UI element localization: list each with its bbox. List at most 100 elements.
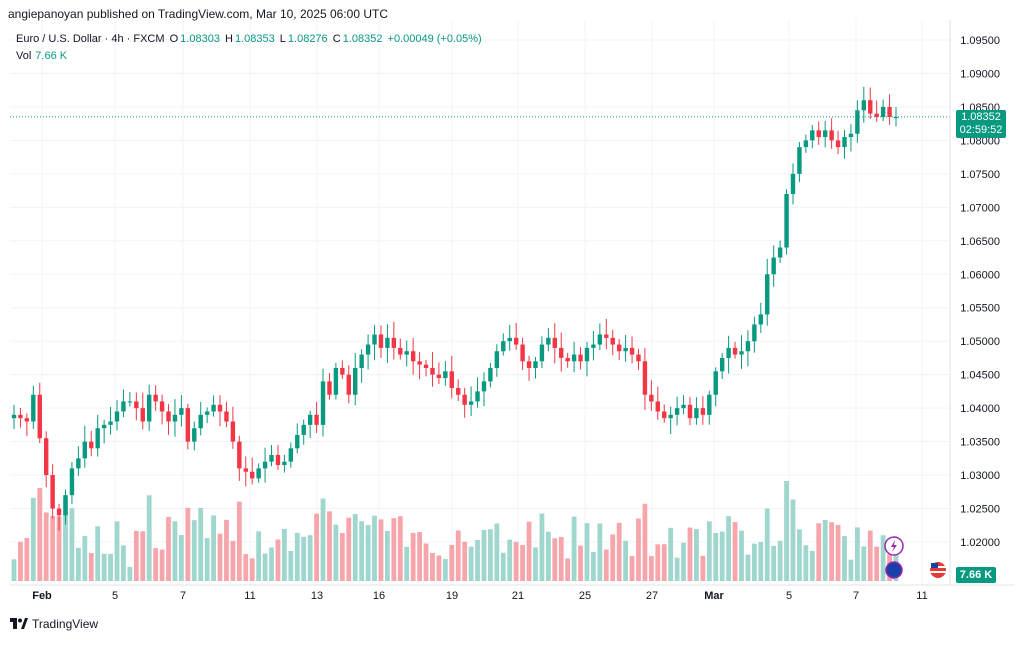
candle-body bbox=[700, 408, 706, 415]
volume-bar bbox=[37, 488, 43, 581]
candle-body bbox=[739, 351, 744, 355]
candle-body bbox=[250, 471, 255, 479]
volume-bar bbox=[706, 521, 712, 581]
volume-value: 7.66 K bbox=[35, 50, 68, 62]
x-tick-label: 21 bbox=[512, 590, 524, 602]
candle-body bbox=[224, 411, 229, 422]
volume-bar bbox=[500, 552, 506, 581]
x-tick-label: 11 bbox=[244, 590, 255, 602]
volume-bar bbox=[571, 516, 577, 581]
brand-name: TradingView bbox=[32, 617, 99, 631]
volume-bar bbox=[642, 503, 648, 581]
close-value: 1.08352 bbox=[342, 33, 383, 45]
candle-body bbox=[642, 361, 648, 395]
y-tick-label: 1.08000 bbox=[960, 135, 1000, 147]
candle-body bbox=[526, 361, 532, 368]
candle-body bbox=[507, 337, 512, 342]
candle-body bbox=[501, 341, 506, 352]
volume-bar bbox=[372, 515, 377, 581]
volume-bar bbox=[172, 521, 178, 581]
candle-body bbox=[340, 367, 345, 375]
volume-bar bbox=[771, 545, 777, 581]
x-tick-label: 19 bbox=[446, 590, 458, 602]
volume-bar bbox=[442, 559, 448, 581]
event-icons[interactable] bbox=[884, 536, 946, 579]
candle-body bbox=[810, 130, 815, 141]
y-tick-label: 1.02500 bbox=[960, 504, 1000, 516]
candle-body bbox=[868, 100, 873, 114]
volume-bar bbox=[700, 555, 706, 581]
volume-bar bbox=[327, 511, 332, 581]
candle-body bbox=[597, 334, 603, 345]
volume-bar bbox=[507, 539, 513, 581]
volume-bar bbox=[488, 529, 493, 581]
volume-bar bbox=[146, 495, 152, 581]
candle-body bbox=[623, 347, 628, 352]
volume-bar bbox=[462, 541, 468, 581]
candle-body bbox=[372, 334, 377, 345]
candle-body bbox=[172, 414, 178, 422]
volume-legend[interactable]: Vol 7.66 K bbox=[16, 50, 67, 62]
x-tick-label: 11 bbox=[916, 590, 927, 602]
candle-body bbox=[893, 116, 899, 118]
candle-body bbox=[694, 408, 699, 419]
candle-body bbox=[520, 344, 525, 362]
volume-bar bbox=[378, 519, 384, 581]
tradingview-brand[interactable]: TradingView bbox=[10, 617, 98, 631]
volume-bar bbox=[468, 546, 474, 581]
volume-bar bbox=[159, 549, 165, 581]
candle-body bbox=[449, 371, 454, 389]
candle-body bbox=[790, 173, 796, 194]
y-tick-label: 1.07000 bbox=[960, 202, 1000, 214]
volume-bar bbox=[11, 559, 17, 581]
candle-body bbox=[385, 337, 390, 348]
y-tick-label: 1.06000 bbox=[960, 269, 1000, 281]
candle-body bbox=[674, 408, 680, 415]
volume-bar bbox=[648, 556, 654, 581]
volume-bar bbox=[777, 540, 783, 581]
x-tick-label: 16 bbox=[373, 590, 385, 602]
bar-countdown: 02:59:52 bbox=[959, 124, 1003, 136]
volume-bar bbox=[481, 529, 487, 581]
candle-body bbox=[153, 394, 158, 402]
candle-body bbox=[127, 401, 133, 403]
candle-body bbox=[243, 468, 248, 472]
candle-body bbox=[829, 130, 834, 141]
volume-bar bbox=[95, 526, 101, 581]
symbol-name[interactable]: Euro / U.S. Dollar · 4h · FXCM bbox=[16, 33, 165, 45]
x-tick-label: 5 bbox=[786, 590, 792, 602]
volume-bar bbox=[166, 516, 171, 581]
volume-bar bbox=[829, 522, 835, 581]
volume-bar bbox=[790, 499, 796, 581]
volume-bar bbox=[578, 545, 583, 581]
y-tick-label: 1.03000 bbox=[960, 470, 1000, 482]
change-value: +0.00049 (+0.05%) bbox=[387, 33, 482, 45]
x-tick-label: 7 bbox=[180, 590, 186, 602]
candle-body bbox=[346, 374, 351, 395]
candle-body bbox=[610, 337, 615, 345]
volume-bar bbox=[294, 532, 300, 581]
volume-bar bbox=[281, 528, 287, 581]
candle-body bbox=[681, 404, 686, 409]
volume-bar bbox=[217, 533, 223, 581]
candle-body bbox=[584, 347, 590, 362]
volume-bar bbox=[178, 535, 184, 581]
volume-bar bbox=[127, 566, 133, 581]
volume-bar bbox=[758, 542, 764, 581]
candle-body bbox=[546, 337, 551, 345]
volume-bar bbox=[43, 512, 49, 581]
volume-label: Vol bbox=[16, 50, 32, 62]
volume-bar bbox=[835, 524, 841, 581]
candle-body bbox=[713, 371, 718, 395]
tradingview-logo-icon bbox=[10, 618, 28, 629]
volume-bar bbox=[784, 481, 789, 581]
series-legend[interactable]: Euro / U.S. Dollar · 4h · FXCM O 1.08303 … bbox=[16, 33, 484, 45]
volume-tag: 7.66 K bbox=[956, 567, 996, 583]
volume-bar bbox=[153, 548, 159, 581]
candle-body bbox=[365, 344, 371, 355]
candle-body bbox=[146, 394, 152, 422]
volume-bar bbox=[797, 529, 802, 581]
volume-bar bbox=[764, 508, 770, 581]
